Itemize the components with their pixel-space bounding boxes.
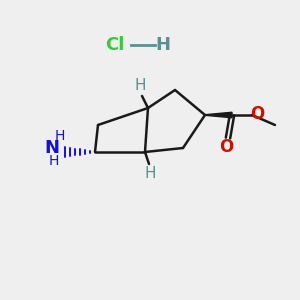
Text: H: H [49, 154, 59, 168]
Text: O: O [219, 138, 233, 156]
Text: H: H [55, 129, 65, 143]
Text: H: H [134, 79, 146, 94]
Text: N: N [44, 139, 59, 157]
Text: H: H [155, 36, 170, 54]
Text: H: H [144, 167, 156, 182]
Polygon shape [205, 112, 232, 118]
Text: O: O [250, 105, 264, 123]
Text: Cl: Cl [105, 36, 125, 54]
